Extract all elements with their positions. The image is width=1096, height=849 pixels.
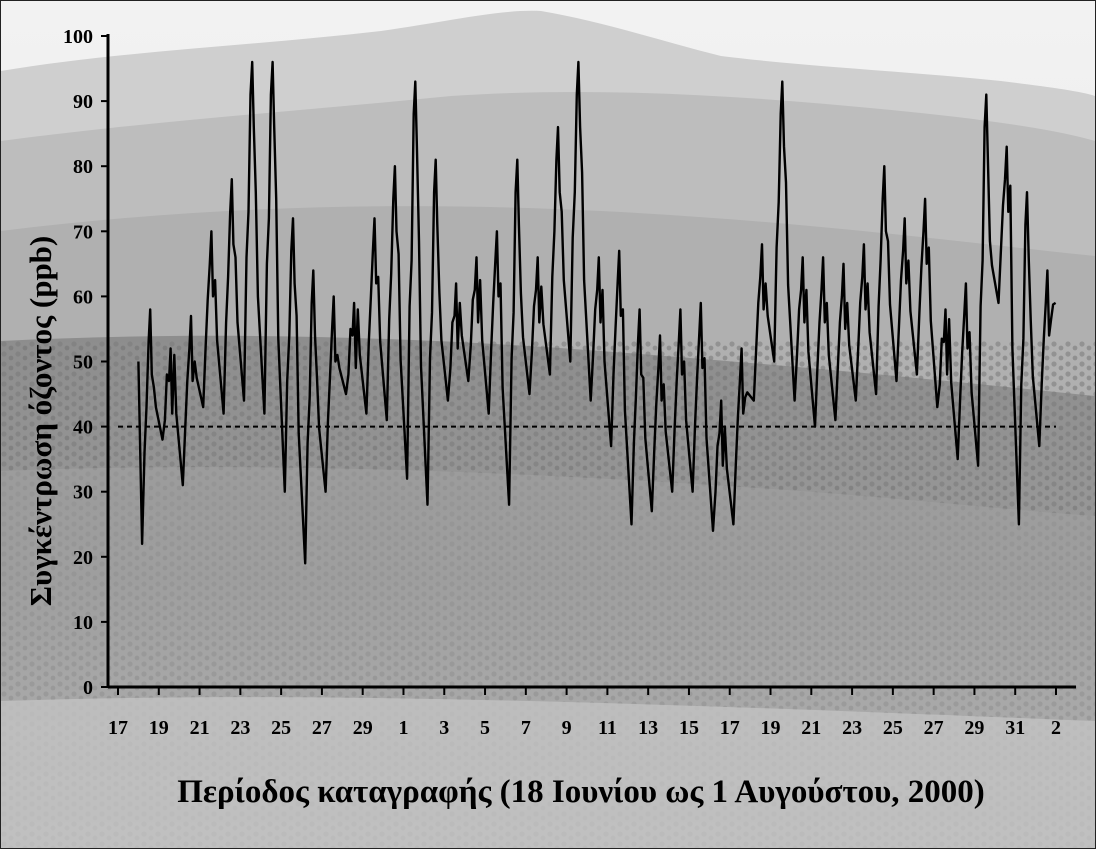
y-tick-label: 10 — [73, 612, 93, 634]
x-tick-label: 17 — [108, 717, 128, 739]
y-tick-label: 60 — [73, 286, 93, 308]
y-tick-label: 50 — [73, 352, 93, 374]
x-tick-label: 29 — [353, 717, 373, 739]
x-tick-label: 13 — [638, 717, 658, 739]
y-tick-label: 20 — [73, 547, 93, 569]
x-tick-label: 9 — [562, 717, 572, 739]
x-tick-label: 21 — [190, 717, 210, 739]
y-tick-label: 70 — [73, 221, 93, 243]
y-axis-title: Συγκέντρωση όζοντος (ppb) — [23, 236, 58, 607]
x-tick-label: 25 — [883, 717, 903, 739]
ozone-series-line — [137, 60, 1057, 565]
x-axis-title: Περίοδος καταγραφής (18 Ιουνίου ως 1 Αυγ… — [177, 774, 985, 810]
y-tick-label: 30 — [73, 482, 93, 504]
x-tick-label: 27 — [924, 717, 944, 739]
x-tick-label: 1 — [398, 717, 408, 739]
y-tick-label: 80 — [73, 156, 93, 178]
x-tick-label: 23 — [230, 717, 250, 739]
y-tick-label: 90 — [73, 91, 93, 113]
x-tick-label: 3 — [439, 717, 449, 739]
x-tick-label: 5 — [480, 717, 490, 739]
x-tick-label: 31 — [1005, 717, 1025, 739]
x-tick-label: 2 — [1051, 717, 1061, 739]
x-tick-label: 7 — [521, 717, 531, 739]
y-tick-label: 0 — [83, 677, 93, 699]
x-tick-label: 17 — [720, 717, 740, 739]
x-tick-label: 19 — [761, 717, 781, 739]
x-tick-label: 21 — [801, 717, 821, 739]
x-tick-label: 25 — [271, 717, 291, 739]
x-tick-label: 29 — [964, 717, 984, 739]
x-tick-label: 23 — [842, 717, 862, 739]
x-tick-label: 19 — [149, 717, 169, 739]
y-tick-label: 40 — [73, 417, 93, 439]
x-tick-label: 15 — [679, 717, 699, 739]
x-tick-label: 27 — [312, 717, 332, 739]
x-tick-label: 11 — [598, 717, 617, 739]
y-tick-label: 100 — [63, 26, 93, 48]
